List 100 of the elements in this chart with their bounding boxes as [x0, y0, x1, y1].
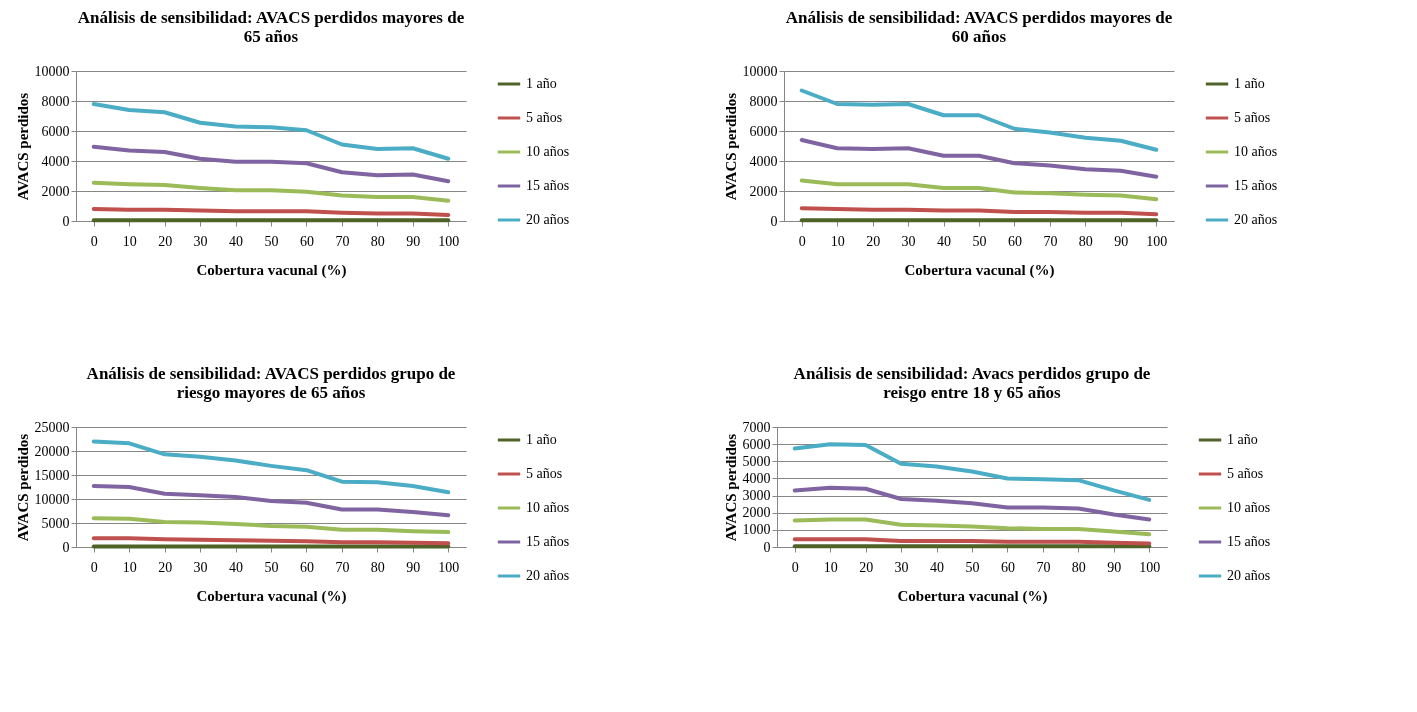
- y-axis-title: AVACS perdidos: [722, 92, 739, 201]
- y-tick-label: 8000: [749, 93, 778, 109]
- y-tick-label: 5000: [742, 453, 771, 469]
- x-axis-title: Cobertura vacunal (%): [904, 261, 1055, 279]
- x-tick-label: 80: [1071, 559, 1086, 575]
- legend-label: 1 año: [526, 76, 557, 91]
- legend-label: 10 años: [526, 144, 570, 159]
- y-tick-label: 4000: [41, 153, 70, 169]
- x-tick-label: 20: [859, 559, 874, 575]
- chart-title: Análisis de sensibilidad: AVACS perdidos mayores de 60 años: [785, 8, 1173, 46]
- y-tick-label: 8000: [41, 93, 70, 109]
- y-tick-label: 10000: [34, 63, 70, 79]
- chart-title: Análisis de sensibilidad: AVACS perdidos mayores de 65 años: [77, 8, 465, 46]
- x-tick-label: 60: [299, 559, 314, 575]
- legend-label: 5 años: [1234, 110, 1271, 125]
- y-tick-label: 0: [770, 213, 778, 229]
- x-tick-label: 80: [1078, 233, 1093, 249]
- x-tick-label: 70: [1036, 559, 1051, 575]
- y-tick-label: 10000: [742, 63, 778, 79]
- x-tick-label: 90: [406, 233, 421, 249]
- line-series: [91, 144, 451, 184]
- x-tick-label: 60: [299, 233, 314, 249]
- x-axis-title: Cobertura vacunal (%): [196, 261, 347, 279]
- legend-label: 15 años: [526, 178, 570, 193]
- y-tick-label: 4000: [742, 470, 771, 486]
- y-tick-label: 4000: [749, 153, 778, 169]
- x-tick-label: 10: [830, 233, 845, 249]
- x-tick-label: 10: [122, 559, 137, 575]
- legend-label: 20 años: [1227, 568, 1271, 583]
- y-tick-label: 0: [62, 539, 70, 555]
- legend-label: 10 años: [1227, 500, 1271, 515]
- legend-label: 20 años: [1234, 212, 1278, 227]
- y-tick-label: 0: [62, 213, 70, 229]
- y-tick-label: 1000: [742, 522, 771, 538]
- x-tick-label: 100: [438, 559, 460, 575]
- chart-title: Análisis de sensibilidad: AVACS perdidos grupo de riesgo mayores de 65 años: [86, 364, 456, 402]
- x-tick-label: 50: [965, 559, 980, 575]
- line-series: [792, 442, 1152, 502]
- legend-label: 20 años: [526, 568, 570, 583]
- x-tick-label: 100: [1139, 559, 1161, 575]
- y-tick-label: 0: [763, 539, 771, 555]
- line-series: [91, 516, 451, 535]
- y-tick-label: 25000: [34, 419, 70, 435]
- x-tick-label: 20: [866, 233, 881, 249]
- y-tick-label: 2000: [749, 183, 778, 199]
- x-tick-label: 60: [1007, 233, 1022, 249]
- x-tick-label: 60: [1000, 559, 1015, 575]
- legend-label: 5 años: [1227, 466, 1264, 481]
- legend-label: 15 años: [1234, 178, 1278, 193]
- line-series: [792, 485, 1152, 522]
- y-tick-label: 2000: [742, 505, 771, 521]
- y-tick-label: 6000: [742, 436, 771, 452]
- x-tick-label: 0: [791, 559, 799, 575]
- legend-label: 1 año: [1227, 432, 1258, 447]
- x-tick-label: 20: [158, 233, 173, 249]
- x-tick-label: 30: [894, 559, 909, 575]
- legend-label: 1 año: [1234, 76, 1265, 91]
- x-axis-title: Cobertura vacunal (%): [897, 587, 1048, 605]
- x-tick-label: 100: [438, 233, 460, 249]
- x-tick-label: 70: [335, 559, 350, 575]
- x-tick-label: 90: [1114, 233, 1129, 249]
- x-tick-label: 0: [90, 233, 98, 249]
- x-tick-label: 40: [229, 233, 244, 249]
- line-series: [91, 180, 451, 203]
- y-tick-label: 6000: [41, 123, 70, 139]
- line-series: [91, 102, 451, 161]
- chart-title: Análisis de sensibilidad: Avacs perdidos grupo de reisgo entre 18 y 65 años: [793, 364, 1151, 402]
- y-tick-label: 15000: [34, 467, 70, 483]
- legend-label: 5 años: [526, 110, 563, 125]
- x-tick-label: 40: [930, 559, 945, 575]
- x-tick-label: 50: [264, 233, 279, 249]
- line-series: [799, 138, 1159, 179]
- y-tick-label: 5000: [41, 515, 70, 531]
- x-tick-label: 80: [370, 559, 385, 575]
- y-axis-title: AVACS perdidos: [722, 433, 739, 542]
- x-tick-label: 10: [122, 233, 137, 249]
- legend-label: 20 años: [526, 212, 570, 227]
- y-axis-title: AVACS perdidos: [14, 433, 31, 542]
- x-tick-label: 20: [158, 559, 173, 575]
- y-tick-label: 3000: [742, 488, 771, 504]
- legend-label: 15 años: [526, 534, 570, 549]
- x-tick-label: 70: [335, 233, 350, 249]
- line-series: [91, 439, 451, 495]
- x-tick-label: 70: [1043, 233, 1058, 249]
- line-series: [799, 88, 1159, 152]
- x-tick-label: 30: [193, 559, 208, 575]
- x-tick-label: 100: [1146, 233, 1168, 249]
- line-series: [91, 484, 451, 518]
- x-tick-label: 40: [229, 559, 244, 575]
- legend-label: 1 año: [526, 432, 557, 447]
- x-tick-label: 50: [972, 233, 987, 249]
- x-tick-label: 30: [901, 233, 916, 249]
- x-tick-label: 80: [370, 233, 385, 249]
- x-tick-label: 90: [1107, 559, 1122, 575]
- y-tick-label: 7000: [742, 419, 771, 435]
- y-axis-title: AVACS perdidos: [14, 92, 31, 201]
- y-tick-label: 10000: [34, 491, 70, 507]
- legend-label: 10 años: [1234, 144, 1278, 159]
- x-tick-label: 30: [193, 233, 208, 249]
- x-tick-label: 0: [798, 233, 806, 249]
